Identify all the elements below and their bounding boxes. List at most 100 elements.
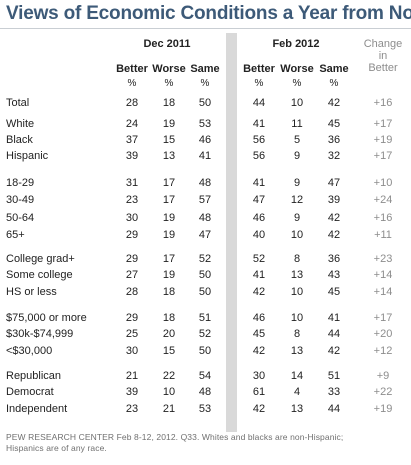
- cell-change: +17: [373, 118, 393, 130]
- cell-change: +14: [373, 285, 393, 298]
- row-label-65: 65+: [6, 228, 25, 241]
- cell-dec-worse: 15: [162, 134, 176, 146]
- cell-feb-worse: 5: [293, 134, 301, 146]
- source-note: PEW RESEARCH CENTER Feb 8-12, 2012. Q33.…: [6, 432, 343, 454]
- cell-dec-same: 52: [198, 328, 212, 341]
- cell-feb-worse: 10: [290, 285, 304, 298]
- row-label-30-000: <$30,000: [6, 344, 53, 357]
- cell-dec-better: 28: [125, 285, 139, 298]
- cell-change: +24: [373, 194, 393, 207]
- cell-feb-worse: 10: [290, 97, 304, 109]
- cell-feb-same: 39: [327, 194, 341, 207]
- cell-feb-same: 36: [327, 253, 341, 265]
- row-label-black: Black: [6, 134, 33, 146]
- cell-dec-same: 46: [198, 134, 212, 146]
- cell-feb-better: 46: [252, 312, 266, 324]
- row-label-college-grad: College grad+: [6, 253, 75, 265]
- cell-dec-worse: 17: [162, 194, 176, 207]
- cell-feb-worse: 13: [290, 344, 304, 357]
- cell-feb-better: 41: [252, 118, 266, 130]
- cell-feb-better: 42: [252, 344, 266, 357]
- cell-dec-better: 31: [125, 177, 139, 189]
- cell-feb-worse: 14: [290, 370, 304, 382]
- cell-dec-better: 25: [125, 328, 139, 341]
- row-label-some-college: Some college: [6, 269, 73, 282]
- column-header-better-dec: Better: [116, 63, 148, 75]
- cell-feb-same: 41: [327, 312, 341, 324]
- column-group-feb-2012: Feb 2012: [272, 38, 320, 50]
- cell-dec-same: 54: [198, 370, 212, 382]
- cell-dec-same: 48: [198, 386, 212, 399]
- cell-change: +20: [373, 328, 393, 341]
- cell-feb-same: 33: [327, 386, 341, 399]
- unit-label: %: [292, 78, 302, 89]
- cell-dec-worse: 19: [162, 269, 176, 282]
- unit-label: %: [200, 78, 210, 89]
- column-header-worse-dec: Worse: [152, 63, 186, 75]
- cell-feb-same: 45: [327, 118, 341, 130]
- cell-feb-same: 36: [327, 134, 341, 146]
- cell-dec-same: 51: [198, 312, 212, 324]
- cell-dec-worse: 18: [162, 97, 176, 109]
- unit-label: %: [254, 78, 264, 89]
- cell-dec-same: 48: [198, 211, 212, 224]
- cell-dec-worse: 18: [162, 312, 176, 324]
- cell-dec-worse: 10: [162, 386, 176, 399]
- cell-dec-better: 28: [125, 97, 139, 109]
- column-header-better-feb: Better: [243, 63, 275, 75]
- cell-feb-better: 45: [252, 328, 266, 341]
- cell-feb-worse: 4: [293, 386, 301, 399]
- source-note-line: Hispanics are of any race.: [6, 443, 107, 453]
- cell-feb-same: 32: [327, 150, 341, 162]
- cell-feb-better: 47: [252, 194, 266, 207]
- cell-feb-same: 42: [327, 228, 341, 241]
- cell-change: +9: [376, 370, 390, 382]
- cell-feb-better: 41: [252, 177, 266, 189]
- cell-dec-better: 29: [125, 253, 139, 265]
- cell-feb-better: 40: [252, 228, 266, 241]
- cell-feb-worse: 10: [290, 312, 304, 324]
- cell-feb-better: 44: [252, 97, 266, 109]
- cell-dec-same: 57: [198, 194, 212, 207]
- cell-change: +11: [374, 228, 392, 241]
- cell-dec-worse: 19: [162, 118, 176, 130]
- row-label-total: Total: [6, 97, 30, 109]
- change-header: Change: [363, 38, 403, 50]
- cell-feb-same: 44: [327, 402, 341, 415]
- cell-dec-better: 30: [125, 344, 139, 357]
- cell-dec-better: 37: [125, 134, 139, 146]
- row-label-30k-74-999: $30k-$74,999: [6, 328, 74, 341]
- cell-dec-same: 47: [198, 228, 212, 241]
- cell-feb-worse: 11: [291, 118, 303, 130]
- title-divider: [0, 28, 411, 29]
- cell-feb-better: 61: [252, 386, 266, 399]
- cell-feb-same: 47: [327, 177, 341, 189]
- cell-change: +17: [373, 150, 393, 162]
- row-label-democrat: Democrat: [6, 386, 54, 399]
- cell-dec-worse: 18: [162, 285, 176, 298]
- cell-dec-same: 53: [198, 402, 212, 415]
- change-header: in: [378, 50, 388, 62]
- cell-feb-same: 51: [327, 370, 341, 382]
- cell-dec-same: 41: [198, 150, 212, 162]
- cell-feb-better: 46: [252, 211, 266, 224]
- cell-change: +22: [373, 386, 393, 399]
- cell-dec-worse: 17: [162, 253, 176, 265]
- cell-change: +10: [373, 177, 393, 189]
- cell-dec-worse: 21: [162, 402, 176, 415]
- cell-dec-better: 39: [125, 386, 139, 399]
- cell-dec-worse: 17: [162, 177, 176, 189]
- cell-dec-better: 29: [125, 228, 139, 241]
- cell-dec-better: 24: [125, 118, 139, 130]
- cell-feb-better: 52: [252, 253, 266, 265]
- cell-dec-better: 21: [125, 370, 139, 382]
- cell-feb-same: 42: [327, 344, 341, 357]
- change-header: Better: [368, 62, 398, 74]
- row-label-50-64: 50-64: [6, 211, 35, 224]
- cell-change: +19: [373, 134, 393, 146]
- cell-dec-worse: 22: [162, 370, 176, 382]
- cell-feb-better: 42: [252, 402, 266, 415]
- row-label-30-49: 30-49: [6, 194, 35, 207]
- cell-dec-same: 50: [198, 285, 212, 298]
- cell-dec-worse: 13: [162, 150, 176, 162]
